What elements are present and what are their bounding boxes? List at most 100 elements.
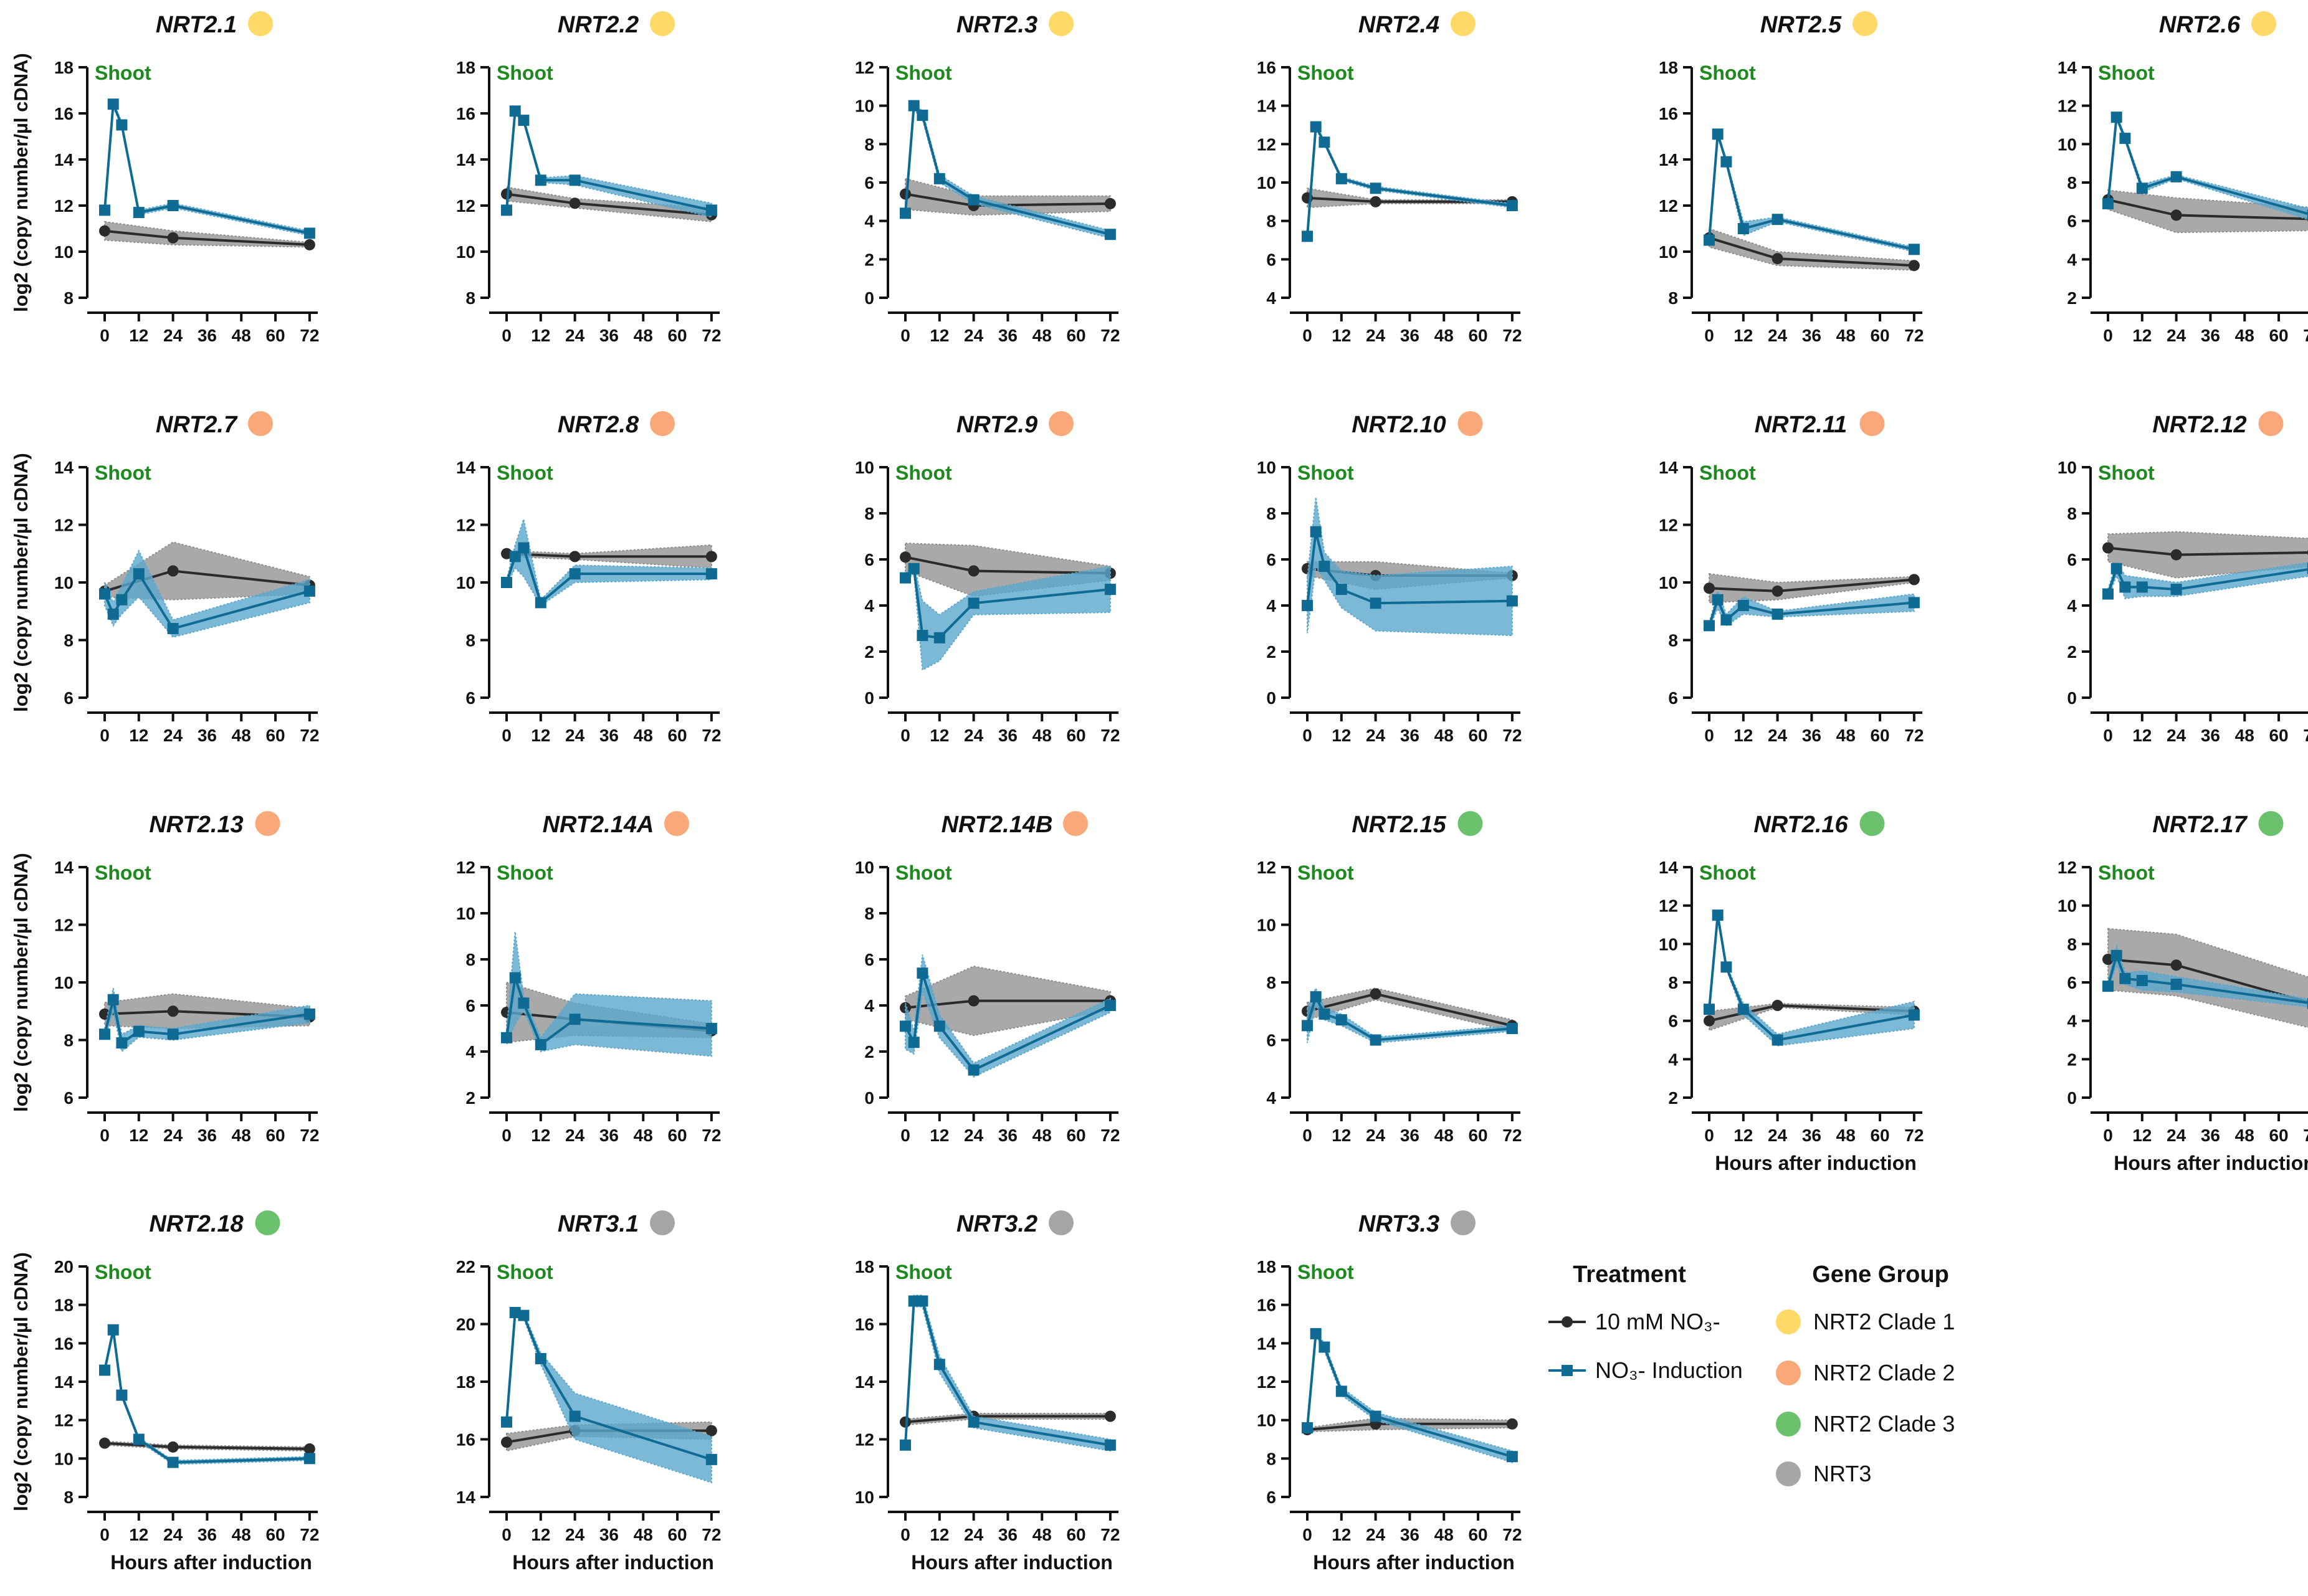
y-tick-label: 8 bbox=[64, 1488, 74, 1507]
control-point bbox=[2170, 959, 2182, 971]
induction-point bbox=[2119, 581, 2131, 593]
control-point bbox=[2170, 549, 2182, 561]
induction-point bbox=[968, 1064, 980, 1076]
panel-label: Shoot bbox=[95, 62, 151, 84]
x-tick-label: 48 bbox=[1032, 326, 1052, 345]
x-tick-label: 0 bbox=[1704, 1126, 1714, 1145]
y-tick-label: 0 bbox=[1266, 688, 1276, 708]
chart-title: NRT2.14B bbox=[942, 812, 1053, 838]
induction-point bbox=[116, 594, 128, 606]
chart-title: NRT2.10 bbox=[1352, 412, 1446, 438]
x-axis-label: Hours after induction bbox=[2114, 1152, 2308, 1174]
y-tick-label: 2 bbox=[864, 1042, 874, 1062]
chart-panel-nrt3-3: NRT3.3 Shoot 6 8 10 12 14 16 18 0 12 24 36 48 60 72 Hour… bbox=[1257, 1210, 1522, 1574]
induction-point bbox=[1335, 173, 1347, 184]
induction-point bbox=[518, 542, 530, 554]
y-tick-label: 8 bbox=[1266, 212, 1276, 231]
chart-title: NRT2.11 bbox=[1755, 412, 1848, 438]
chart-title: NRT2.7 bbox=[156, 412, 238, 438]
panel-label: Shoot bbox=[95, 1261, 151, 1283]
legend-group-clade3: NRT2 Clade 3 bbox=[1776, 1411, 1955, 1437]
x-tick-label: 12 bbox=[2132, 1126, 2152, 1145]
y-tick-label: 6 bbox=[64, 1088, 74, 1108]
control-point bbox=[99, 1437, 110, 1449]
induction-point bbox=[933, 632, 945, 644]
chart-panel-nrt2-13: NRT2.13 Shoot 6 8 10 12 14 0 12 24 36 48 60 72 bbox=[54, 811, 319, 1145]
induction-point bbox=[1712, 128, 1724, 140]
y-tick-label: 8 bbox=[2067, 504, 2077, 523]
control-point bbox=[1772, 1000, 1783, 1011]
y-tick-label: 8 bbox=[2067, 934, 2077, 954]
induction-error-band bbox=[1307, 1330, 1513, 1463]
y-tick-label: 12 bbox=[2058, 97, 2077, 116]
x-tick-label: 24 bbox=[1768, 326, 1788, 345]
chart-title: NRT2.5 bbox=[1760, 12, 1842, 38]
induction-point bbox=[1302, 230, 1313, 242]
x-tick-label: 60 bbox=[1066, 1126, 1085, 1145]
x-tick-label: 24 bbox=[964, 1525, 984, 1544]
y-tick-label: 2 bbox=[864, 642, 874, 662]
group-dot bbox=[1049, 1210, 1074, 1235]
induction-point bbox=[1302, 600, 1313, 611]
chart-panel-nrt2-11: NRT2.11 Shoot 6 8 10 12 14 0 12 24 36 48 60 72 bbox=[1659, 411, 1924, 745]
y-tick-label: 22 bbox=[456, 1257, 475, 1276]
y-axis-label: log2 (copy number/µl cDNA) bbox=[10, 853, 32, 1112]
y-tick-label: 10 bbox=[456, 904, 475, 923]
induction-line bbox=[505, 977, 712, 1047]
x-tick-label: 72 bbox=[1904, 326, 1924, 345]
chart-title: NRT2.14A bbox=[543, 812, 654, 838]
induction-point bbox=[908, 100, 920, 112]
x-tick-label: 0 bbox=[1302, 1525, 1312, 1544]
control-point bbox=[2102, 542, 2114, 554]
x-tick-label: 0 bbox=[2103, 326, 2113, 345]
x-tick-label: 0 bbox=[502, 1126, 512, 1145]
y-tick-label: 4 bbox=[2067, 1012, 2077, 1031]
y-tick-label: 10 bbox=[1659, 573, 1678, 592]
chart-panel-nrt2-4: NRT2.4 Shoot 4 6 8 10 12 14 16 0 12 24 36 48 60 72 bbox=[1257, 11, 1522, 345]
legend-treatment-title: Treatment bbox=[1573, 1261, 1686, 1288]
induction-error-band bbox=[506, 516, 712, 607]
chart-title: NRT2.3 bbox=[956, 12, 1037, 38]
induction-point bbox=[1319, 561, 1330, 572]
x-tick-label: 0 bbox=[502, 1525, 512, 1544]
x-tick-label: 24 bbox=[565, 1525, 585, 1544]
y-tick-label: 12 bbox=[1659, 196, 1678, 216]
group-dot bbox=[1853, 11, 1877, 36]
x-tick-label: 36 bbox=[599, 726, 619, 745]
x-tick-label: 0 bbox=[1302, 726, 1312, 745]
y-tick-label: 18 bbox=[1659, 58, 1678, 77]
y-tick-label: 0 bbox=[864, 688, 874, 708]
legend-item-induction: NO₃- Induction bbox=[1548, 1357, 1743, 1383]
x-tick-label: 12 bbox=[129, 1126, 148, 1145]
x-tick-label: 72 bbox=[1100, 326, 1120, 345]
y-tick-label: 16 bbox=[1659, 104, 1678, 123]
y-axis-label: log2 (copy number/µl cDNA) bbox=[10, 53, 32, 312]
y-tick-label: 8 bbox=[864, 904, 874, 923]
y-tick-label: 4 bbox=[864, 996, 874, 1015]
control-point bbox=[1908, 260, 1920, 272]
x-tick-label: 36 bbox=[2201, 726, 2220, 745]
x-tick-label: 0 bbox=[100, 326, 110, 345]
panel-label: Shoot bbox=[2098, 862, 2155, 884]
y-axis-label: log2 (copy number/µl cDNA) bbox=[10, 453, 32, 712]
induction-point bbox=[116, 1037, 128, 1049]
x-tick-label: 36 bbox=[1400, 326, 1419, 345]
y-tick-label: 4 bbox=[864, 596, 874, 615]
x-tick-label: 0 bbox=[1302, 326, 1312, 345]
control-point bbox=[2102, 954, 2114, 965]
panel-label: Shoot bbox=[895, 862, 952, 884]
x-tick-label: 36 bbox=[998, 326, 1018, 345]
induction-point bbox=[1772, 608, 1783, 620]
induction-point bbox=[900, 1020, 911, 1032]
panel-label: Shoot bbox=[497, 862, 553, 884]
chart-panel-nrt2-7: NRT2.7 Shoot 6 8 10 12 14 0 12 24 36 48 60 72 bbox=[54, 411, 319, 745]
x-tick-label: 12 bbox=[1733, 326, 1753, 345]
y-tick-label: 6 bbox=[1668, 1012, 1678, 1031]
x-tick-label: 24 bbox=[565, 1126, 585, 1145]
induction-point bbox=[705, 204, 717, 216]
induction-point bbox=[535, 1038, 546, 1050]
induction-point bbox=[518, 115, 530, 126]
y-tick-label: 12 bbox=[855, 58, 874, 77]
